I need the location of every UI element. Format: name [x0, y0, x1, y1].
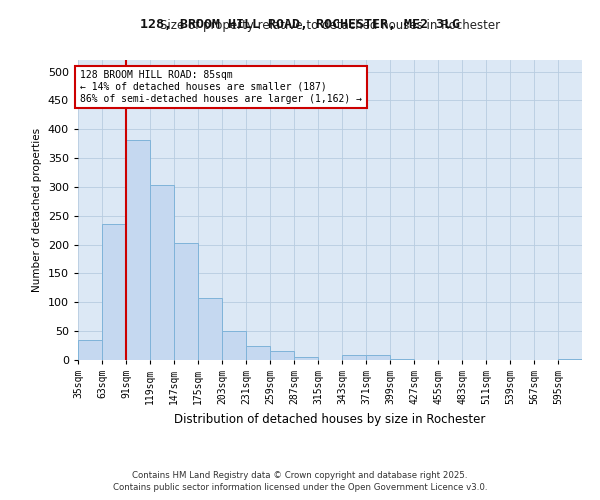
- Bar: [222, 331, 246, 360]
- Bar: [294, 357, 318, 360]
- Bar: [102, 224, 126, 360]
- Bar: [558, 359, 582, 360]
- Bar: [246, 346, 270, 360]
- Title: Size of property relative to detached houses in Rochester: Size of property relative to detached ho…: [160, 20, 500, 32]
- Text: 128, BROOM HILL ROAD, ROCHESTER, ME2 3LG: 128, BROOM HILL ROAD, ROCHESTER, ME2 3LG: [140, 18, 460, 30]
- Bar: [198, 298, 222, 360]
- Bar: [78, 340, 102, 360]
- Text: 128 BROOM HILL ROAD: 85sqm
← 14% of detached houses are smaller (187)
86% of sem: 128 BROOM HILL ROAD: 85sqm ← 14% of deta…: [80, 70, 362, 104]
- Bar: [150, 185, 174, 360]
- Bar: [366, 356, 390, 360]
- Bar: [174, 244, 198, 360]
- Bar: [270, 352, 294, 360]
- Bar: [342, 355, 366, 360]
- X-axis label: Distribution of detached houses by size in Rochester: Distribution of detached houses by size …: [175, 412, 485, 426]
- Y-axis label: Number of detached properties: Number of detached properties: [32, 128, 42, 292]
- Bar: [390, 359, 414, 360]
- Bar: [126, 140, 150, 360]
- Text: Contains HM Land Registry data © Crown copyright and database right 2025.
Contai: Contains HM Land Registry data © Crown c…: [113, 471, 487, 492]
